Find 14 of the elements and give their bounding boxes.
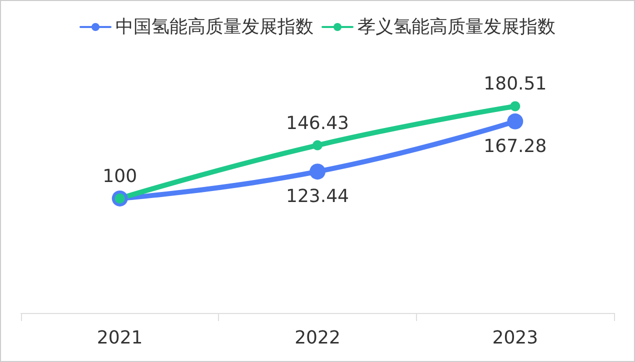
data-label: 167.28	[484, 136, 547, 157]
x-tick-label: 2022	[294, 328, 340, 348]
data-label: 180.51	[484, 74, 547, 95]
x-tick-label: 2021	[96, 328, 143, 348]
point	[510, 101, 520, 112]
point	[507, 113, 524, 130]
point	[310, 164, 326, 180]
legend-label: 中国氢能高质量发展指数	[116, 16, 314, 38]
data-label: 100	[102, 166, 138, 187]
data-label: 146.43	[286, 112, 349, 134]
point	[312, 140, 322, 150]
legend-label: 孝义氢能高质量发展指数	[358, 16, 556, 38]
data-label: 123.44	[286, 186, 349, 208]
x-tick-label: 2023	[492, 328, 538, 348]
